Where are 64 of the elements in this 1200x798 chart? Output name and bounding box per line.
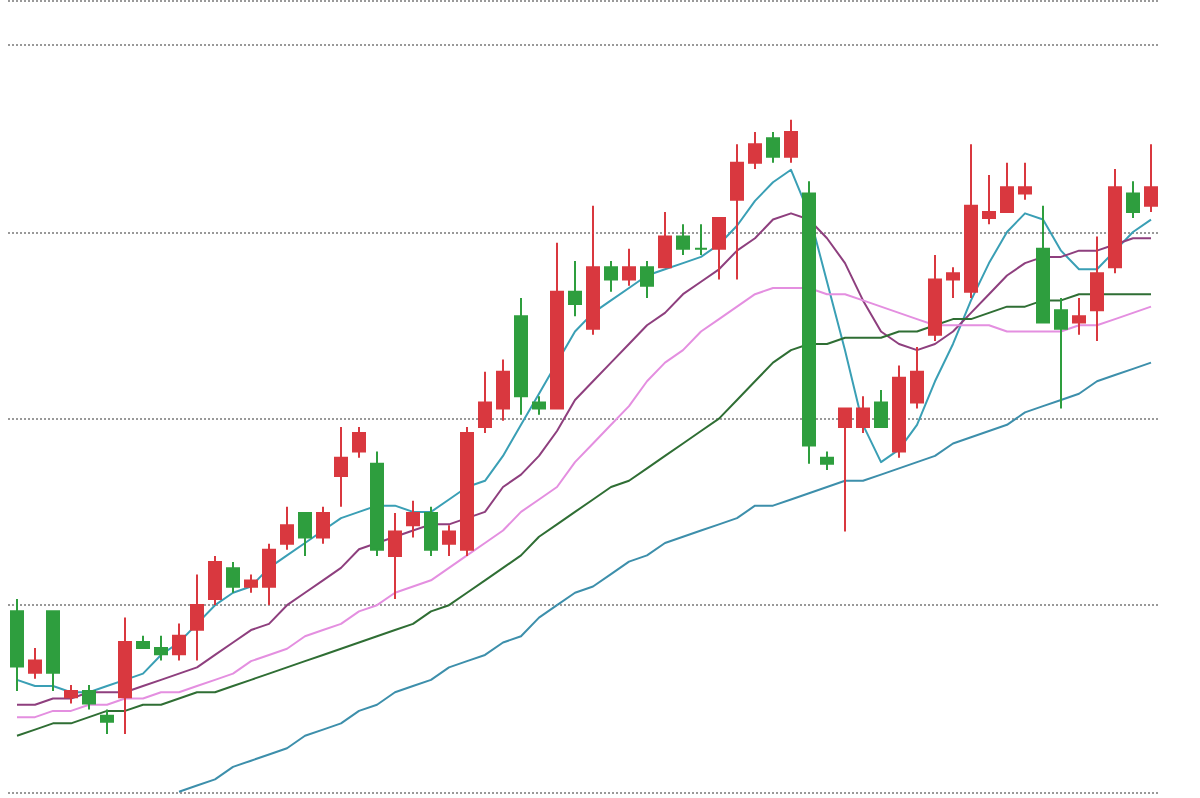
candlestick [784, 118, 798, 164]
candlestick [928, 253, 942, 342]
candlestick [190, 573, 204, 662]
candlestick [676, 223, 690, 256]
candlestick [1126, 180, 1140, 220]
candlestick [1108, 167, 1122, 275]
candlestick [658, 210, 672, 269]
candlestick [586, 204, 600, 336]
candlestick [640, 260, 654, 299]
candlestick [946, 266, 960, 299]
candlestick [766, 131, 780, 164]
candlestick [406, 499, 420, 539]
candlestick [118, 616, 132, 736]
candlestick [208, 554, 222, 607]
candlestick [424, 505, 438, 557]
candlestick [334, 425, 348, 508]
candlestick [370, 450, 384, 557]
candlestick [478, 370, 492, 435]
candlestick [1090, 235, 1104, 342]
candlestick [514, 296, 528, 416]
candlestick [28, 647, 42, 680]
candlestick [532, 395, 546, 416]
candlestick [730, 143, 744, 281]
candlestick [802, 180, 816, 465]
candlestick [550, 241, 564, 410]
candlestick [748, 131, 762, 170]
candlestick [1144, 143, 1158, 213]
candlestick [388, 511, 402, 600]
candlestick [1000, 161, 1014, 213]
candlestick [856, 395, 870, 435]
candlestick [442, 524, 456, 557]
candlestick [910, 346, 924, 410]
candlestick [604, 260, 618, 293]
candlestick [280, 505, 294, 551]
candlestick [820, 450, 834, 471]
candlestick [622, 247, 636, 287]
candlestick [154, 634, 168, 662]
candlestick [244, 573, 258, 594]
candlestick [352, 425, 366, 459]
candlestick [1072, 296, 1086, 336]
candlestick [46, 610, 60, 693]
candlestick [982, 174, 996, 226]
candlestick [568, 260, 582, 318]
candlestick [262, 542, 276, 607]
candlestick [460, 425, 474, 557]
candlestick [1036, 204, 1050, 324]
candlestick [874, 389, 888, 428]
candlestick [226, 561, 240, 594]
candlestick [136, 634, 150, 650]
candlestick [10, 597, 24, 693]
candlestick [964, 143, 978, 299]
candlestick [892, 364, 906, 459]
candlestick [64, 683, 78, 705]
candlestick [298, 511, 312, 557]
candlestick [694, 223, 708, 256]
candlestick [82, 683, 96, 711]
candlestick [1054, 296, 1068, 410]
candlestick [712, 217, 726, 281]
candlestick [100, 708, 114, 736]
candlestick [1018, 161, 1032, 201]
candlestick [172, 622, 186, 662]
candlestick [496, 358, 510, 422]
candlestick [838, 407, 852, 533]
candlestick [316, 505, 330, 545]
